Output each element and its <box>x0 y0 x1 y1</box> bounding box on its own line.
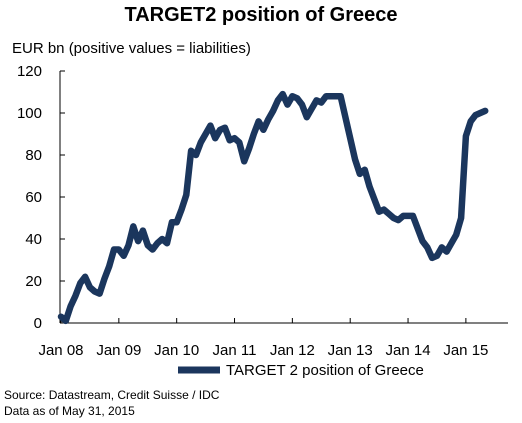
series-group <box>57 90 489 325</box>
legend-label: TARGET 2 position of Greece <box>226 362 424 379</box>
y-tick-label: 60 <box>25 189 42 206</box>
y-tick-label: 100 <box>17 105 42 122</box>
y-tick-label: 40 <box>25 231 42 248</box>
y-axis-label: EUR bn (positive values = liabilities) <box>12 40 251 57</box>
axes <box>59 71 508 324</box>
x-tick-label: Jan 09 <box>96 342 141 359</box>
x-tick-label: Jan 10 <box>154 342 199 359</box>
y-tick-label: 0 <box>34 315 42 332</box>
chart-title: TARGET2 position of Greece <box>124 4 398 26</box>
data-date-note: Data as of May 31, 2015 <box>4 404 135 418</box>
y-axis-ticks: 0 20 40 60 80 100 120 <box>17 63 65 332</box>
x-tick-label: Jan 14 <box>386 342 431 359</box>
series-line <box>57 90 489 325</box>
y-tick-label: 80 <box>25 147 42 164</box>
legend: TARGET 2 position of Greece <box>178 362 424 379</box>
x-axis-ticks: Jan 08 Jan 09 Jan 10 Jan 11 Jan 12 Jan 13 Jan … <box>38 318 488 359</box>
x-tick-label: Jan 15 <box>443 342 488 359</box>
x-tick-label: Jan 12 <box>270 342 315 359</box>
x-tick-label: Jan 08 <box>38 342 83 359</box>
y-tick-label: 20 <box>25 273 42 290</box>
x-tick-label: Jan 11 <box>213 342 257 359</box>
y-tick-label: 120 <box>17 63 42 80</box>
source-note: Source: Datastream, Credit Suisse / IDC <box>4 388 220 402</box>
x-tick-label: Jan 13 <box>328 342 373 359</box>
